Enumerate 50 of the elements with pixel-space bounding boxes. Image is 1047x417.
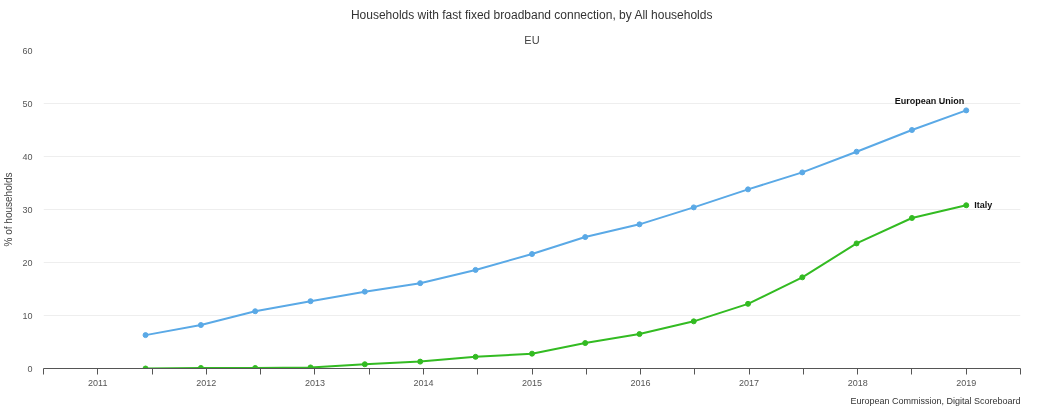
- point: [908, 214, 915, 221]
- x-tick-label: 2019: [956, 377, 977, 388]
- chart-subtitle: EU: [524, 33, 540, 46]
- point: [472, 266, 479, 273]
- point: [636, 331, 643, 338]
- point: [853, 240, 860, 247]
- point: [361, 288, 368, 295]
- point: [252, 308, 259, 315]
- y-tick-label: 40: [22, 151, 33, 162]
- point: [690, 318, 697, 325]
- point: [417, 280, 424, 287]
- point: [197, 322, 204, 329]
- x-tick-label: 2018: [847, 377, 868, 388]
- point: [690, 204, 697, 211]
- text: European Commission, Digital Scoreboard: [850, 395, 1021, 406]
- y-tick-label: 20: [22, 257, 33, 268]
- x-tick-label: 2017: [739, 377, 760, 388]
- y-tick-label: 10: [22, 310, 33, 321]
- x-tick-label: 2016: [630, 377, 651, 388]
- point: [472, 353, 479, 360]
- point: [853, 148, 860, 155]
- point: [361, 361, 368, 368]
- point: [529, 350, 535, 357]
- point: [417, 358, 424, 365]
- y-axis-title: % of households: [3, 172, 15, 247]
- point: [963, 107, 970, 114]
- point: [745, 300, 752, 307]
- y-tick-label: 60: [22, 45, 33, 56]
- x-tick-label: 2015: [521, 377, 543, 388]
- point: [529, 251, 535, 258]
- x-tick-label: 2011: [88, 377, 108, 388]
- point: [636, 221, 643, 228]
- point: [582, 340, 589, 347]
- y-tick-label: 0: [27, 363, 33, 374]
- point: [799, 169, 806, 176]
- point: [745, 186, 752, 193]
- series-label: Italy: [974, 200, 993, 211]
- point: [142, 332, 149, 339]
- series-label: European Union: [894, 96, 965, 107]
- y-tick-label: 30: [22, 204, 33, 215]
- x-tick-label: 2014: [413, 377, 434, 388]
- point: [582, 234, 589, 241]
- point: [307, 298, 314, 305]
- chart-title: Households with fast fixed broadband connection, by All households: [350, 7, 713, 22]
- x-tick-label: 2013: [304, 377, 325, 388]
- x-tick-label: 2012: [196, 377, 217, 388]
- point: [908, 127, 915, 133]
- point: [799, 274, 806, 281]
- y-tick-label: 50: [22, 98, 33, 109]
- point: [963, 202, 970, 209]
